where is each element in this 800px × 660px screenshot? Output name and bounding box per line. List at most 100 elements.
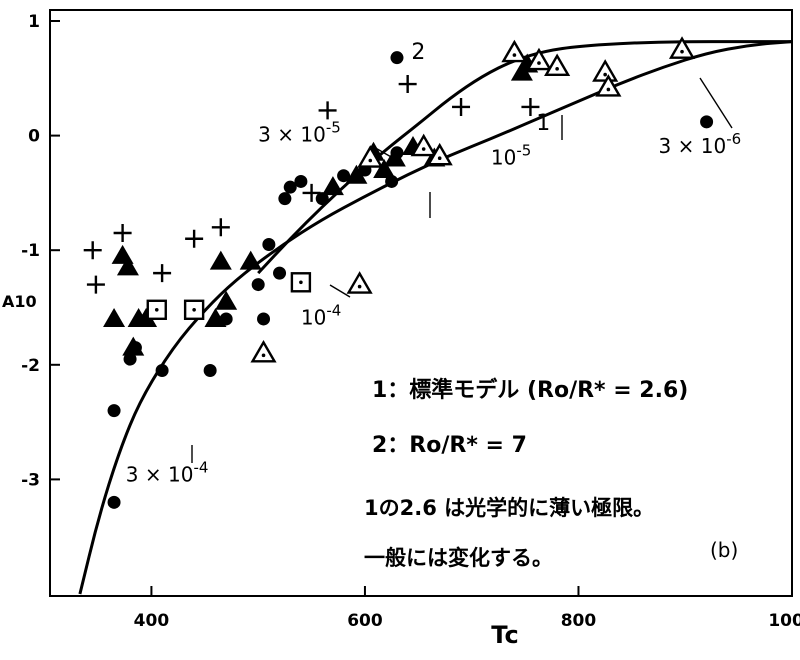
open-triangle-point	[525, 47, 553, 71]
filled-triangle-point	[321, 176, 344, 196]
open-triangle-center	[437, 156, 442, 161]
open-triangle-point	[501, 39, 528, 63]
curve-label-1: 1	[536, 111, 550, 136]
open-triangle-outline	[525, 47, 553, 71]
dot-point	[700, 115, 714, 129]
open-triangle-center	[261, 353, 266, 358]
dot-point	[251, 278, 265, 292]
filled-triangle-point	[239, 250, 262, 270]
open-triangle-outline	[595, 74, 622, 97]
filled-triangle-point	[345, 164, 368, 184]
x-tick-label: 600	[347, 611, 383, 631]
open-triangle-center	[368, 158, 373, 163]
dot-point	[123, 352, 137, 366]
open-triangle-center	[357, 284, 362, 289]
data-points	[83, 36, 714, 509]
open-triangle-outline	[668, 36, 696, 59]
open-triangle-point	[426, 142, 453, 166]
legend-note-model-2: 2：Ro/R* = 7	[372, 433, 527, 458]
open-triangle-outline	[346, 271, 373, 294]
y-axis-label: A10	[2, 292, 37, 311]
filled-triangle-point	[373, 158, 396, 178]
plus-point	[185, 229, 204, 248]
filled-triangle-point	[215, 290, 238, 310]
sensitivity-annotation: 10-5	[491, 141, 531, 169]
filled-triangle-point	[103, 307, 126, 327]
plus-point	[452, 97, 471, 116]
open-triangle-center	[555, 67, 559, 71]
dot-point	[107, 495, 121, 509]
remark-line-1: 1の2.6 は光学的に薄い極限。	[364, 496, 655, 520]
plus-point	[86, 275, 105, 294]
filled-triangle-point	[209, 250, 232, 270]
plus-point	[83, 241, 102, 260]
open-square-point	[146, 299, 167, 320]
legend-note-standard-model: 1：標準モデル (Ro/R* = 2.6)	[372, 378, 689, 403]
open-square-center	[192, 307, 196, 312]
open-triangle-point	[544, 53, 571, 77]
remark-line-2: 一般には変化する。	[364, 546, 553, 570]
open-triangle-center	[421, 147, 426, 151]
open-triangle-outline	[410, 133, 437, 157]
dot-point	[385, 174, 399, 188]
axis-ticks: 400 600 800 1000 1 0 -1 -2 -3	[21, 12, 800, 631]
y-tick-label: 1	[28, 12, 40, 32]
dot-point	[390, 51, 404, 65]
open-square-center	[154, 307, 159, 312]
open-square-point	[183, 299, 205, 320]
dot-point	[262, 237, 276, 251]
x-axis-label: Tc	[491, 621, 518, 649]
dot-point	[155, 364, 169, 378]
dot-point	[107, 404, 121, 418]
filled-triangle-point	[122, 336, 145, 356]
open-square-center	[299, 280, 303, 285]
plus-point	[521, 97, 540, 116]
annotations: 3 × 10-5 10-5 3 × 10-6 10-4 3 × 10-4	[126, 77, 741, 487]
dot-point	[257, 312, 271, 326]
open-triangle-point	[250, 339, 277, 363]
y-tick-label: -3	[21, 470, 40, 490]
dot-point	[283, 180, 297, 194]
filled-triangle-point	[135, 307, 158, 327]
open-triangle-center	[606, 87, 611, 92]
y-tick-label: 0	[28, 127, 40, 147]
x-tick-label: 400	[134, 611, 170, 631]
open-triangle-outline	[250, 339, 277, 363]
open-triangle-center	[512, 53, 517, 57]
plus-point	[153, 264, 172, 283]
filled-triangle-point	[383, 147, 406, 167]
plus-point	[302, 183, 321, 202]
filled-triangle-point	[116, 256, 139, 276]
plus-point	[318, 101, 337, 120]
open-triangle-point	[346, 271, 373, 294]
dot-point	[203, 364, 217, 378]
open-triangle-outline	[426, 142, 453, 166]
sensitivity-annotation: 10-4	[301, 302, 341, 330]
open-square-point	[290, 272, 312, 293]
open-triangle-outline	[357, 145, 384, 168]
pointer-line	[699, 77, 733, 129]
open-triangle-point	[668, 36, 696, 59]
open-triangle-point	[410, 133, 437, 157]
dot-point	[294, 174, 308, 188]
plot-frame	[49, 9, 793, 597]
dot-point	[273, 266, 287, 280]
plus-point	[113, 224, 132, 243]
dot-point	[337, 169, 351, 183]
dot-point	[278, 192, 292, 206]
panel-label: (b)	[710, 538, 739, 562]
open-triangle-point	[592, 59, 619, 82]
open-triangle-center	[680, 49, 684, 54]
curve-label-2: 2	[411, 40, 425, 65]
curve-2	[257, 40, 792, 275]
open-triangle-outline	[592, 59, 619, 82]
x-tick-label: 1000	[768, 611, 800, 631]
x-tick-label: 800	[561, 611, 597, 631]
filled-triangle-point	[204, 307, 227, 327]
pointer-line	[371, 145, 401, 163]
plus-point	[398, 75, 417, 94]
sensitivity-annotation: 3 × 10-4	[126, 459, 209, 487]
open-triangle-center	[603, 72, 607, 77]
dot-point	[315, 192, 329, 206]
